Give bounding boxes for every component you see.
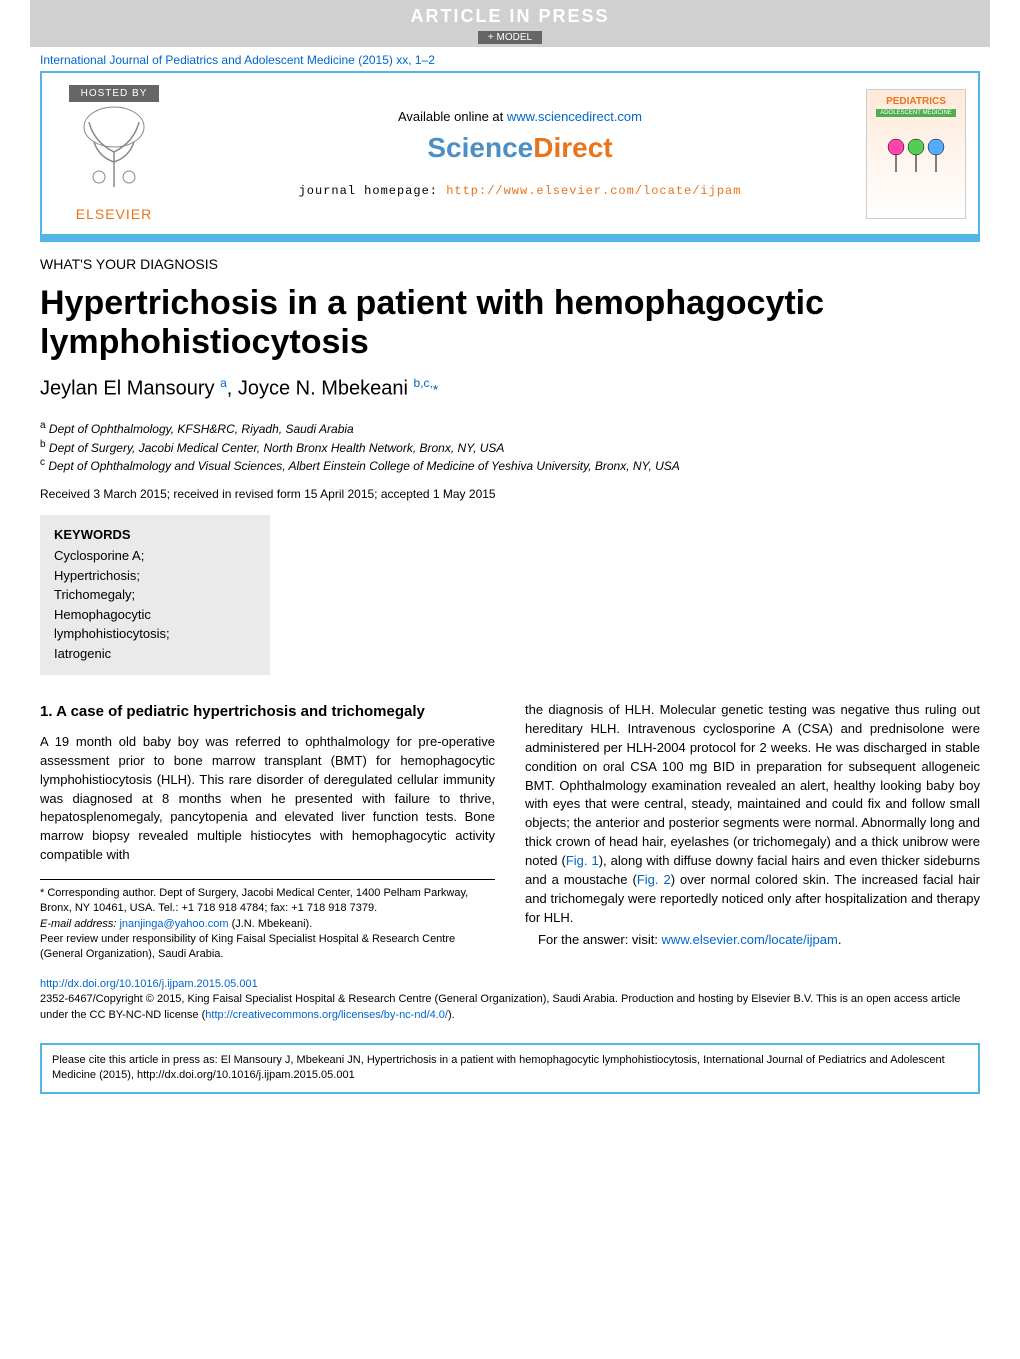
copyright-text: 2352-6467/Copyright © 2015, King Faisal … bbox=[40, 993, 960, 1020]
article-dates: Received 3 March 2015; received in revis… bbox=[40, 487, 980, 501]
elsevier-label: ELSEVIER bbox=[76, 206, 152, 222]
sd-direct: Direct bbox=[533, 132, 612, 163]
sd-science: Science bbox=[427, 132, 533, 163]
affiliation-c: c Dept of Ophthalmology and Visual Scien… bbox=[40, 456, 980, 475]
article-title: Hypertrichosis in a patient with hemopha… bbox=[40, 284, 980, 362]
corresponding-author: * Corresponding author. Dept of Surgery,… bbox=[40, 886, 495, 917]
available-online-text: Available online at www.sciencedirect.co… bbox=[186, 109, 854, 124]
footnotes: * Corresponding author. Dept of Surgery,… bbox=[40, 879, 495, 963]
email-label: E-mail address: bbox=[40, 918, 119, 930]
email-line: E-mail address: jnanjinga@yahoo.com (J.N… bbox=[40, 917, 495, 932]
header-center: Available online at www.sciencedirect.co… bbox=[186, 109, 854, 198]
body-paragraph-3: For the answer: visit: www.elsevier.com/… bbox=[525, 931, 980, 950]
hosted-by-badge: HOSTED BY bbox=[69, 85, 160, 102]
journal-header: HOSTED BY ELSEVIER Available online at w… bbox=[40, 71, 980, 236]
body-paragraph-1: A 19 month old baby boy was referred to … bbox=[40, 733, 495, 865]
journal-cover-thumbnail: PEDIATRICS ADOLESCENT MEDICINE bbox=[866, 89, 966, 219]
answer-label: For the answer: visit: bbox=[538, 932, 662, 947]
email-suffix: (J.N. Mbekeani). bbox=[232, 918, 313, 930]
sciencedirect-logo: ScienceDirect bbox=[186, 132, 854, 164]
journal-homepage: journal homepage: http://www.elsevier.co… bbox=[186, 184, 854, 198]
affiliation-b-text: Dept of Surgery, Jacobi Medical Center, … bbox=[49, 441, 505, 455]
keywords-list: Cyclosporine A;Hypertrichosis;Trichomega… bbox=[54, 546, 256, 663]
email-link[interactable]: jnanjinga@yahoo.com bbox=[119, 918, 228, 930]
authors: Jeylan El Mansoury a, Joyce N. Mbekeani … bbox=[40, 376, 980, 401]
cc-license-link[interactable]: http://creativecommons.org/licenses/by-n… bbox=[205, 1009, 448, 1021]
available-online-label: Available online at bbox=[398, 109, 507, 124]
cover-subtitle: ADOLESCENT MEDICINE bbox=[876, 109, 956, 117]
cover-art-icon bbox=[876, 117, 956, 177]
affiliation-b: b Dept of Surgery, Jacobi Medical Center… bbox=[40, 438, 980, 457]
journal-homepage-link[interactable]: http://www.elsevier.com/locate/ijpam bbox=[446, 184, 741, 198]
cover-title: PEDIATRICS bbox=[886, 96, 946, 107]
fig2-link[interactable]: Fig. 2 bbox=[637, 872, 671, 887]
article-content: WHAT'S YOUR DIAGNOSIS Hypertrichosis in … bbox=[0, 242, 1020, 1033]
model-badge: + MODEL bbox=[478, 31, 542, 44]
section-type: WHAT'S YOUR DIAGNOSIS bbox=[40, 256, 980, 272]
copyright-line: 2352-6467/Copyright © 2015, King Faisal … bbox=[40, 992, 980, 1023]
answer-link[interactable]: www.elsevier.com/locate/ijpam bbox=[662, 932, 838, 947]
doi-block: http://dx.doi.org/10.1016/j.ijpam.2015.0… bbox=[40, 977, 980, 1023]
section-heading: 1. A case of pediatric hypertrichosis an… bbox=[40, 701, 495, 723]
aip-label: ARTICLE IN PRESS bbox=[30, 6, 990, 27]
fig1-link[interactable]: Fig. 1 bbox=[566, 853, 599, 868]
column-right: the diagnosis of HLH. Molecular genetic … bbox=[525, 701, 980, 963]
affiliation-a: a Dept of Ophthalmology, KFSH&RC, Riyadh… bbox=[40, 419, 980, 438]
sciencedirect-url[interactable]: www.sciencedirect.com bbox=[507, 109, 642, 124]
keywords-title: KEYWORDS bbox=[54, 527, 256, 542]
keywords-box: KEYWORDS Cyclosporine A;Hypertrichosis;T… bbox=[40, 515, 270, 675]
body-paragraph-2: the diagnosis of HLH. Molecular genetic … bbox=[525, 701, 980, 927]
affiliations: a Dept of Ophthalmology, KFSH&RC, Riyadh… bbox=[40, 419, 980, 475]
journal-reference[interactable]: International Journal of Pediatrics and … bbox=[40, 53, 1020, 67]
affiliation-a-text: Dept of Ophthalmology, KFSH&RC, Riyadh, … bbox=[49, 422, 354, 436]
column-left: 1. A case of pediatric hypertrichosis an… bbox=[40, 701, 495, 963]
doi-link[interactable]: http://dx.doi.org/10.1016/j.ijpam.2015.0… bbox=[40, 978, 258, 990]
elsevier-block: HOSTED BY ELSEVIER bbox=[54, 85, 174, 222]
elsevier-tree-icon bbox=[64, 102, 164, 202]
body-columns: 1. A case of pediatric hypertrichosis an… bbox=[40, 701, 980, 963]
journal-homepage-label: journal homepage: bbox=[299, 184, 447, 198]
answer-suffix: . bbox=[838, 932, 842, 947]
citation-box: Please cite this article in press as: El… bbox=[40, 1043, 980, 1094]
copyright-end: ). bbox=[448, 1009, 455, 1021]
affiliation-c-text: Dept of Ophthalmology and Visual Science… bbox=[48, 459, 679, 473]
peer-review-note: Peer review under responsibility of King… bbox=[40, 932, 495, 963]
article-in-press-banner: ARTICLE IN PRESS + MODEL bbox=[30, 0, 990, 47]
